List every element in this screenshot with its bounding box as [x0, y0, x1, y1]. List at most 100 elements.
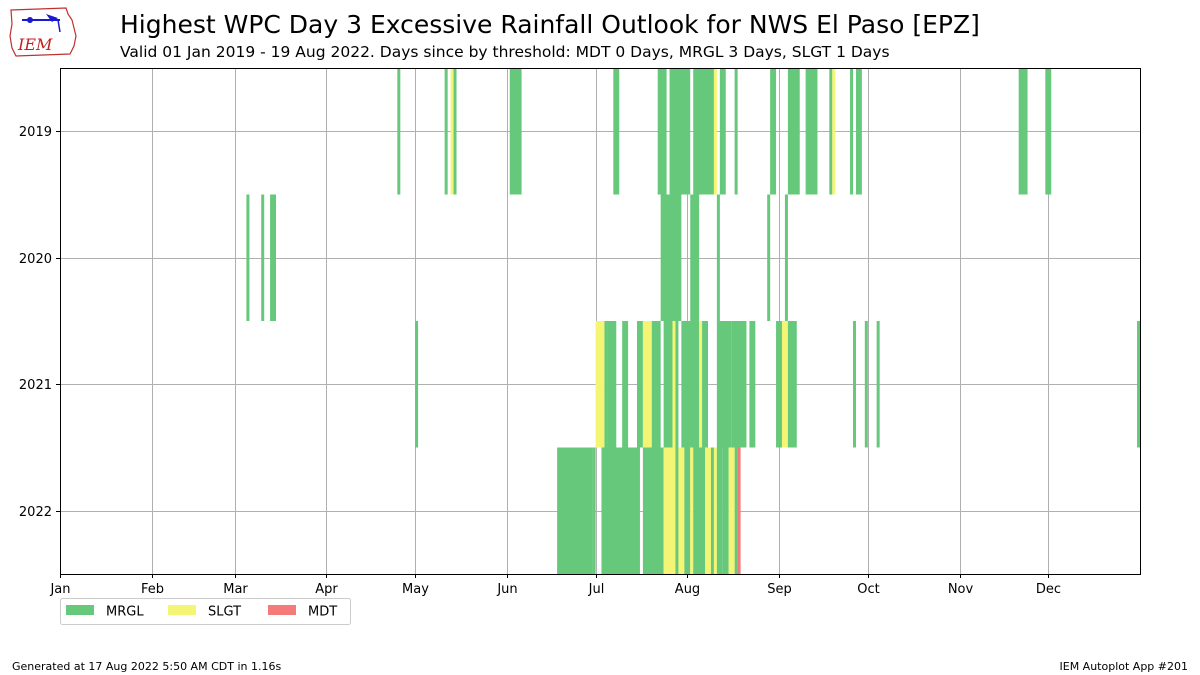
iem-logo: IEM	[8, 6, 80, 58]
outlook-bar-mrgl	[864, 321, 868, 448]
outlook-bar-mrgl	[601, 447, 640, 574]
outlook-bar-slgt	[705, 447, 711, 574]
outlook-bars	[246, 68, 1141, 574]
outlook-bar-slgt	[642, 321, 652, 448]
x-tick-label: Aug	[675, 582, 700, 597]
outlook-bar-mrgl	[734, 68, 738, 195]
outlook-bar-mrgl	[716, 447, 723, 574]
outlook-bar-mrgl	[731, 321, 747, 448]
y-tick-label: 2021	[19, 378, 52, 393]
legend-label-slgt: SLGT	[208, 605, 241, 620]
outlook-bar-mrgl	[669, 68, 691, 195]
outlook-bar-mrgl	[690, 194, 700, 321]
outlook-bar-mrgl	[397, 68, 401, 195]
outlook-bar-mrgl	[693, 68, 714, 195]
legend-box	[60, 598, 351, 625]
outlook-bar-slgt	[663, 447, 676, 574]
outlook-bar-mrgl	[776, 321, 782, 448]
outlook-bar-slgt	[678, 447, 685, 574]
legend-label-mrgl: MRGL	[106, 605, 144, 620]
outlook-bar-mrgl	[642, 447, 664, 574]
outlook-bar-mrgl	[675, 321, 679, 448]
autoplot-app-label: IEM Autoplot App #201	[1059, 660, 1189, 673]
y-tick-label: 2019	[19, 125, 52, 140]
y-tick-label: 2022	[19, 505, 52, 520]
outlook-bar-mrgl	[784, 194, 788, 321]
x-tick-label: Dec	[1036, 582, 1061, 597]
outlook-bar-slgt	[672, 321, 676, 448]
outlook-bar-mrgl	[855, 68, 862, 195]
chart-title: Highest WPC Day 3 Excessive Rainfall Out…	[120, 10, 980, 39]
y-tick-label: 2020	[19, 252, 52, 267]
iowa-map-logo-icon: IEM	[9, 7, 77, 57]
outlook-bar-mrgl	[509, 68, 522, 195]
outlook-bar-mrgl	[453, 68, 457, 195]
outlook-bar-mrgl	[710, 447, 714, 574]
outlook-bar-mrgl	[767, 194, 771, 321]
outlook-bar-mrgl	[749, 321, 756, 448]
outlook-bar-mrgl	[734, 447, 738, 574]
outlook-bar-mrgl	[557, 447, 593, 574]
x-tick-label: Nov	[948, 582, 974, 597]
outlook-bar-mrgl	[636, 321, 643, 448]
outlook-bar-slgt	[728, 447, 735, 574]
outlook-bar-mrgl	[607, 321, 617, 448]
x-tick-label: Mar	[223, 582, 248, 597]
outlook-bar-mrgl	[722, 447, 729, 574]
outlook-bar-slgt	[699, 321, 703, 448]
outlook-bar-mrgl	[415, 321, 419, 448]
x-tick-label: Sep	[767, 582, 792, 597]
outlook-bar-mrgl	[850, 68, 854, 195]
x-tick-label: Jul	[588, 582, 605, 597]
outlook-bar-mrgl	[876, 321, 880, 448]
outlook-bar-mrgl	[716, 321, 732, 448]
outlook-bar-slgt	[781, 321, 788, 448]
outlook-bar-slgt	[713, 68, 717, 195]
outlook-bar-mrgl	[681, 321, 700, 448]
outlook-bar-mdt	[737, 447, 741, 574]
outlook-bar-mrgl	[770, 68, 777, 195]
x-tick-label: May	[402, 582, 429, 597]
outlook-bar-mrgl	[657, 68, 667, 195]
x-tick-label: Apr	[315, 582, 338, 597]
outlook-bar-slgt	[595, 321, 605, 448]
outlook-bar-mrgl	[622, 321, 629, 448]
outlook-bar-mrgl	[675, 447, 679, 574]
x-tick-label: Feb	[141, 582, 164, 597]
outlook-bar-mrgl	[805, 68, 818, 195]
axes: Jan Feb Mar Apr May Jun Jul Aug Sep Oct Nov Dec 2019…	[19, 125, 1061, 597]
outlook-bar-mrgl	[787, 68, 800, 195]
outlook-bar-mrgl	[246, 194, 250, 321]
outlook-bar-slgt	[713, 447, 717, 574]
outlook-bar-mrgl	[261, 194, 265, 321]
outlook-bar-mrgl	[702, 321, 708, 448]
outlook-bar-mrgl	[604, 321, 608, 448]
outlook-bar-mrgl	[716, 194, 720, 321]
outlook-bar-mrgl	[444, 68, 448, 195]
x-tick-label: Jan	[49, 582, 70, 597]
x-tick-label: Jun	[496, 582, 517, 597]
outlook-bar-mrgl	[592, 447, 596, 574]
outlook-bar-mrgl	[787, 321, 797, 448]
outlook-bar-mrgl	[651, 321, 661, 448]
outlook-bar-mrgl	[693, 447, 706, 574]
outlook-bar-mrgl	[719, 68, 726, 195]
outlook-bar-slgt	[450, 68, 454, 195]
outlook-bar-mrgl	[829, 68, 833, 195]
legend: MRGL SLGT MDT	[60, 598, 351, 625]
outlook-bar-mrgl	[684, 447, 691, 574]
legend-swatch-mdt	[268, 605, 296, 615]
outlook-bar-mrgl	[852, 321, 856, 448]
outlook-bar-mrgl	[1018, 68, 1028, 195]
x-tick-label: Oct	[857, 582, 879, 597]
outlook-bar-mrgl	[613, 68, 620, 195]
plot-frame	[60, 68, 1141, 575]
logo-text: IEM	[17, 35, 53, 54]
legend-swatch-slgt	[168, 605, 196, 615]
legend-swatch-mrgl	[66, 605, 94, 615]
outlook-bar-mrgl	[1045, 68, 1052, 195]
outlook-bar-mrgl	[1137, 321, 1141, 448]
grid-lines	[60, 68, 1140, 574]
chart-subtitle: Valid 01 Jan 2019 - 19 Aug 2022. Days si…	[120, 43, 890, 61]
outlook-bar-mrgl	[660, 194, 682, 321]
